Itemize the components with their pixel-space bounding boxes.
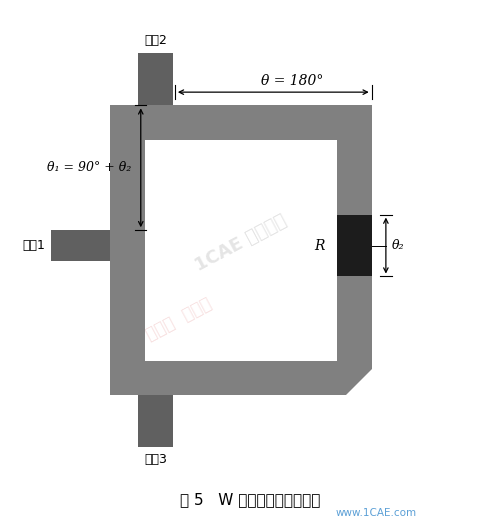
Text: θ₁ = 90° + θ₂: θ₁ = 90° + θ₂: [47, 161, 131, 174]
Bar: [138, 395, 173, 447]
Text: R: R: [314, 239, 325, 253]
Bar: [110, 361, 372, 395]
Bar: [51, 230, 110, 261]
Text: 端口1: 端口1: [23, 239, 45, 252]
Bar: [338, 277, 372, 395]
Text: 1CAE 射频仿真: 1CAE 射频仿真: [192, 211, 290, 275]
Polygon shape: [346, 369, 372, 395]
Text: θ₂: θ₂: [392, 239, 404, 252]
Bar: [338, 215, 372, 277]
Text: 公众号  百花谱: 公众号 百花谱: [143, 294, 215, 344]
Text: 端口3: 端口3: [144, 453, 167, 466]
Bar: [138, 53, 173, 105]
Text: 图 5   W 波段功分器设计模型: 图 5 W 波段功分器设计模型: [180, 492, 321, 507]
Bar: [110, 105, 372, 140]
Bar: [338, 105, 372, 215]
Bar: [110, 105, 145, 395]
Text: 端口2: 端口2: [144, 34, 167, 48]
Text: θ = 180°: θ = 180°: [261, 74, 324, 88]
Text: www.1CAE.com: www.1CAE.com: [335, 508, 416, 518]
